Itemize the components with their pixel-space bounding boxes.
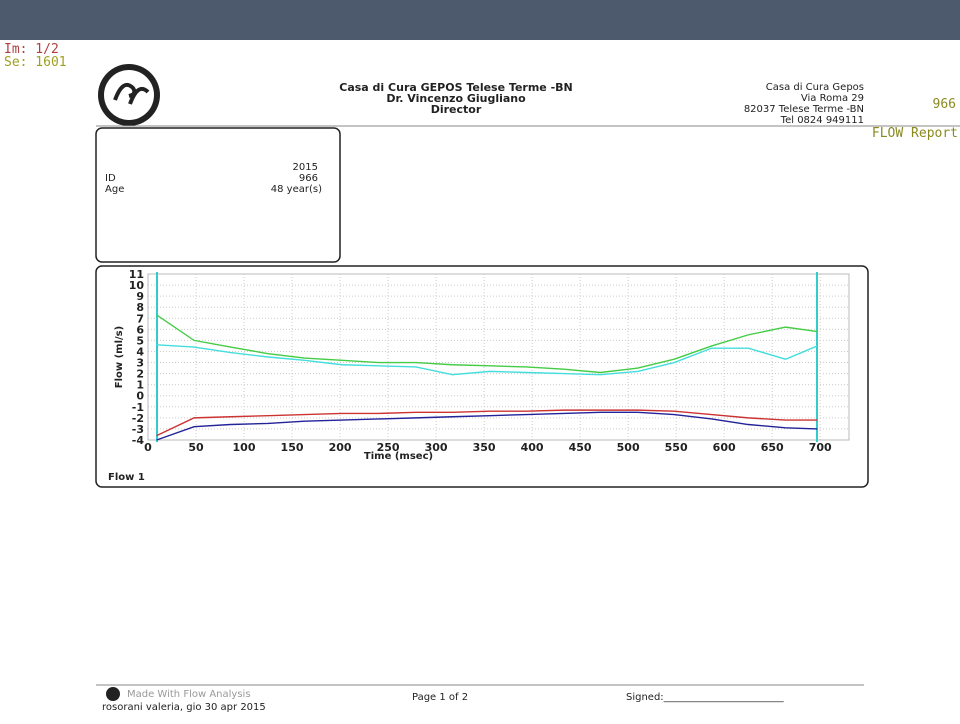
age-label: Age [105,184,124,195]
id-value: 966 [299,173,318,184]
x-tick-label: 650 [761,441,784,454]
x-axis-label: Time (msec) [364,451,433,462]
y-tick-label: 7 [136,312,144,325]
role: Director [431,103,482,116]
y-tick-label: 1 [136,379,144,392]
y-tick-label: 6 [136,323,144,336]
series-line [156,344,818,376]
top-bar [0,0,960,40]
y-tick-label: -1 [132,401,144,414]
report-overlay: FLOW Report [872,126,958,141]
x-tick-label: 300 [425,441,448,454]
y-tick-label: 3 [136,357,144,370]
series-line [156,409,818,437]
page-number: Page 1 of 2 [412,692,468,703]
panel-label: Flow 1 [108,472,145,483]
y-tick-label: 11 [129,268,144,281]
patient-overlay: 966 [933,97,956,112]
y-tick-label: -4 [132,434,145,447]
chart-panel [95,265,869,488]
y-tick-label: 2 [136,368,144,381]
x-tick-label: 350 [473,441,496,454]
age-value: 48 year(s) [271,184,322,195]
y-tick-label: 0 [136,390,144,403]
y-axis-label: Flow (ml/s) [114,326,125,388]
y-tick-label: 4 [136,345,144,358]
address-line: 82037 Telese Terme -BN [744,104,864,115]
x-tick-label: 0 [144,441,152,454]
x-tick-label: 200 [329,441,352,454]
y-tick-label: -3 [132,423,144,436]
y-tick-label: 10 [129,279,145,292]
x-tick-label: 600 [713,441,736,454]
series-line [156,314,818,374]
signature: Signed:________________________ [626,692,785,703]
patient-box [95,127,341,263]
x-tick-label: 400 [521,441,544,454]
y-tick-label: 8 [136,301,144,314]
logo-mark [113,83,150,105]
image-index: Im: 1/2 [4,42,59,57]
x-tick-label: 100 [233,441,256,454]
made-with: Made With Flow Analysis [127,689,251,700]
y-tick-label: 9 [136,290,144,303]
plot-frame [147,273,850,441]
doctor: Dr. Vincenzo Giugliano [386,92,526,105]
footer-user: rosorani valeria, gio 30 apr 2015 [102,702,266,713]
series-line [156,411,818,441]
y-tick-label: 5 [136,334,144,347]
x-tick-label: 50 [188,441,204,454]
x-tick-label: 700 [809,441,832,454]
series-index: Se: 1601 [4,55,67,70]
institution: Casa di Cura GEPOS Telese Terme -BN [339,81,572,94]
patient-date: 2015 [293,162,318,173]
x-tick-label: 250 [377,441,400,454]
id-label: ID [105,173,116,184]
x-tick-label: 500 [617,441,640,454]
y-tick-label: -2 [132,412,144,425]
address-line: Casa di Cura Gepos [766,82,864,93]
address-line: Tel 0824 949111 [780,115,864,126]
footer-logo [106,687,120,701]
logo [98,64,160,126]
address-line: Via Roma 29 [801,93,864,104]
x-tick-label: 550 [665,441,688,454]
x-tick-label: 150 [281,441,304,454]
x-tick-label: 450 [569,441,592,454]
